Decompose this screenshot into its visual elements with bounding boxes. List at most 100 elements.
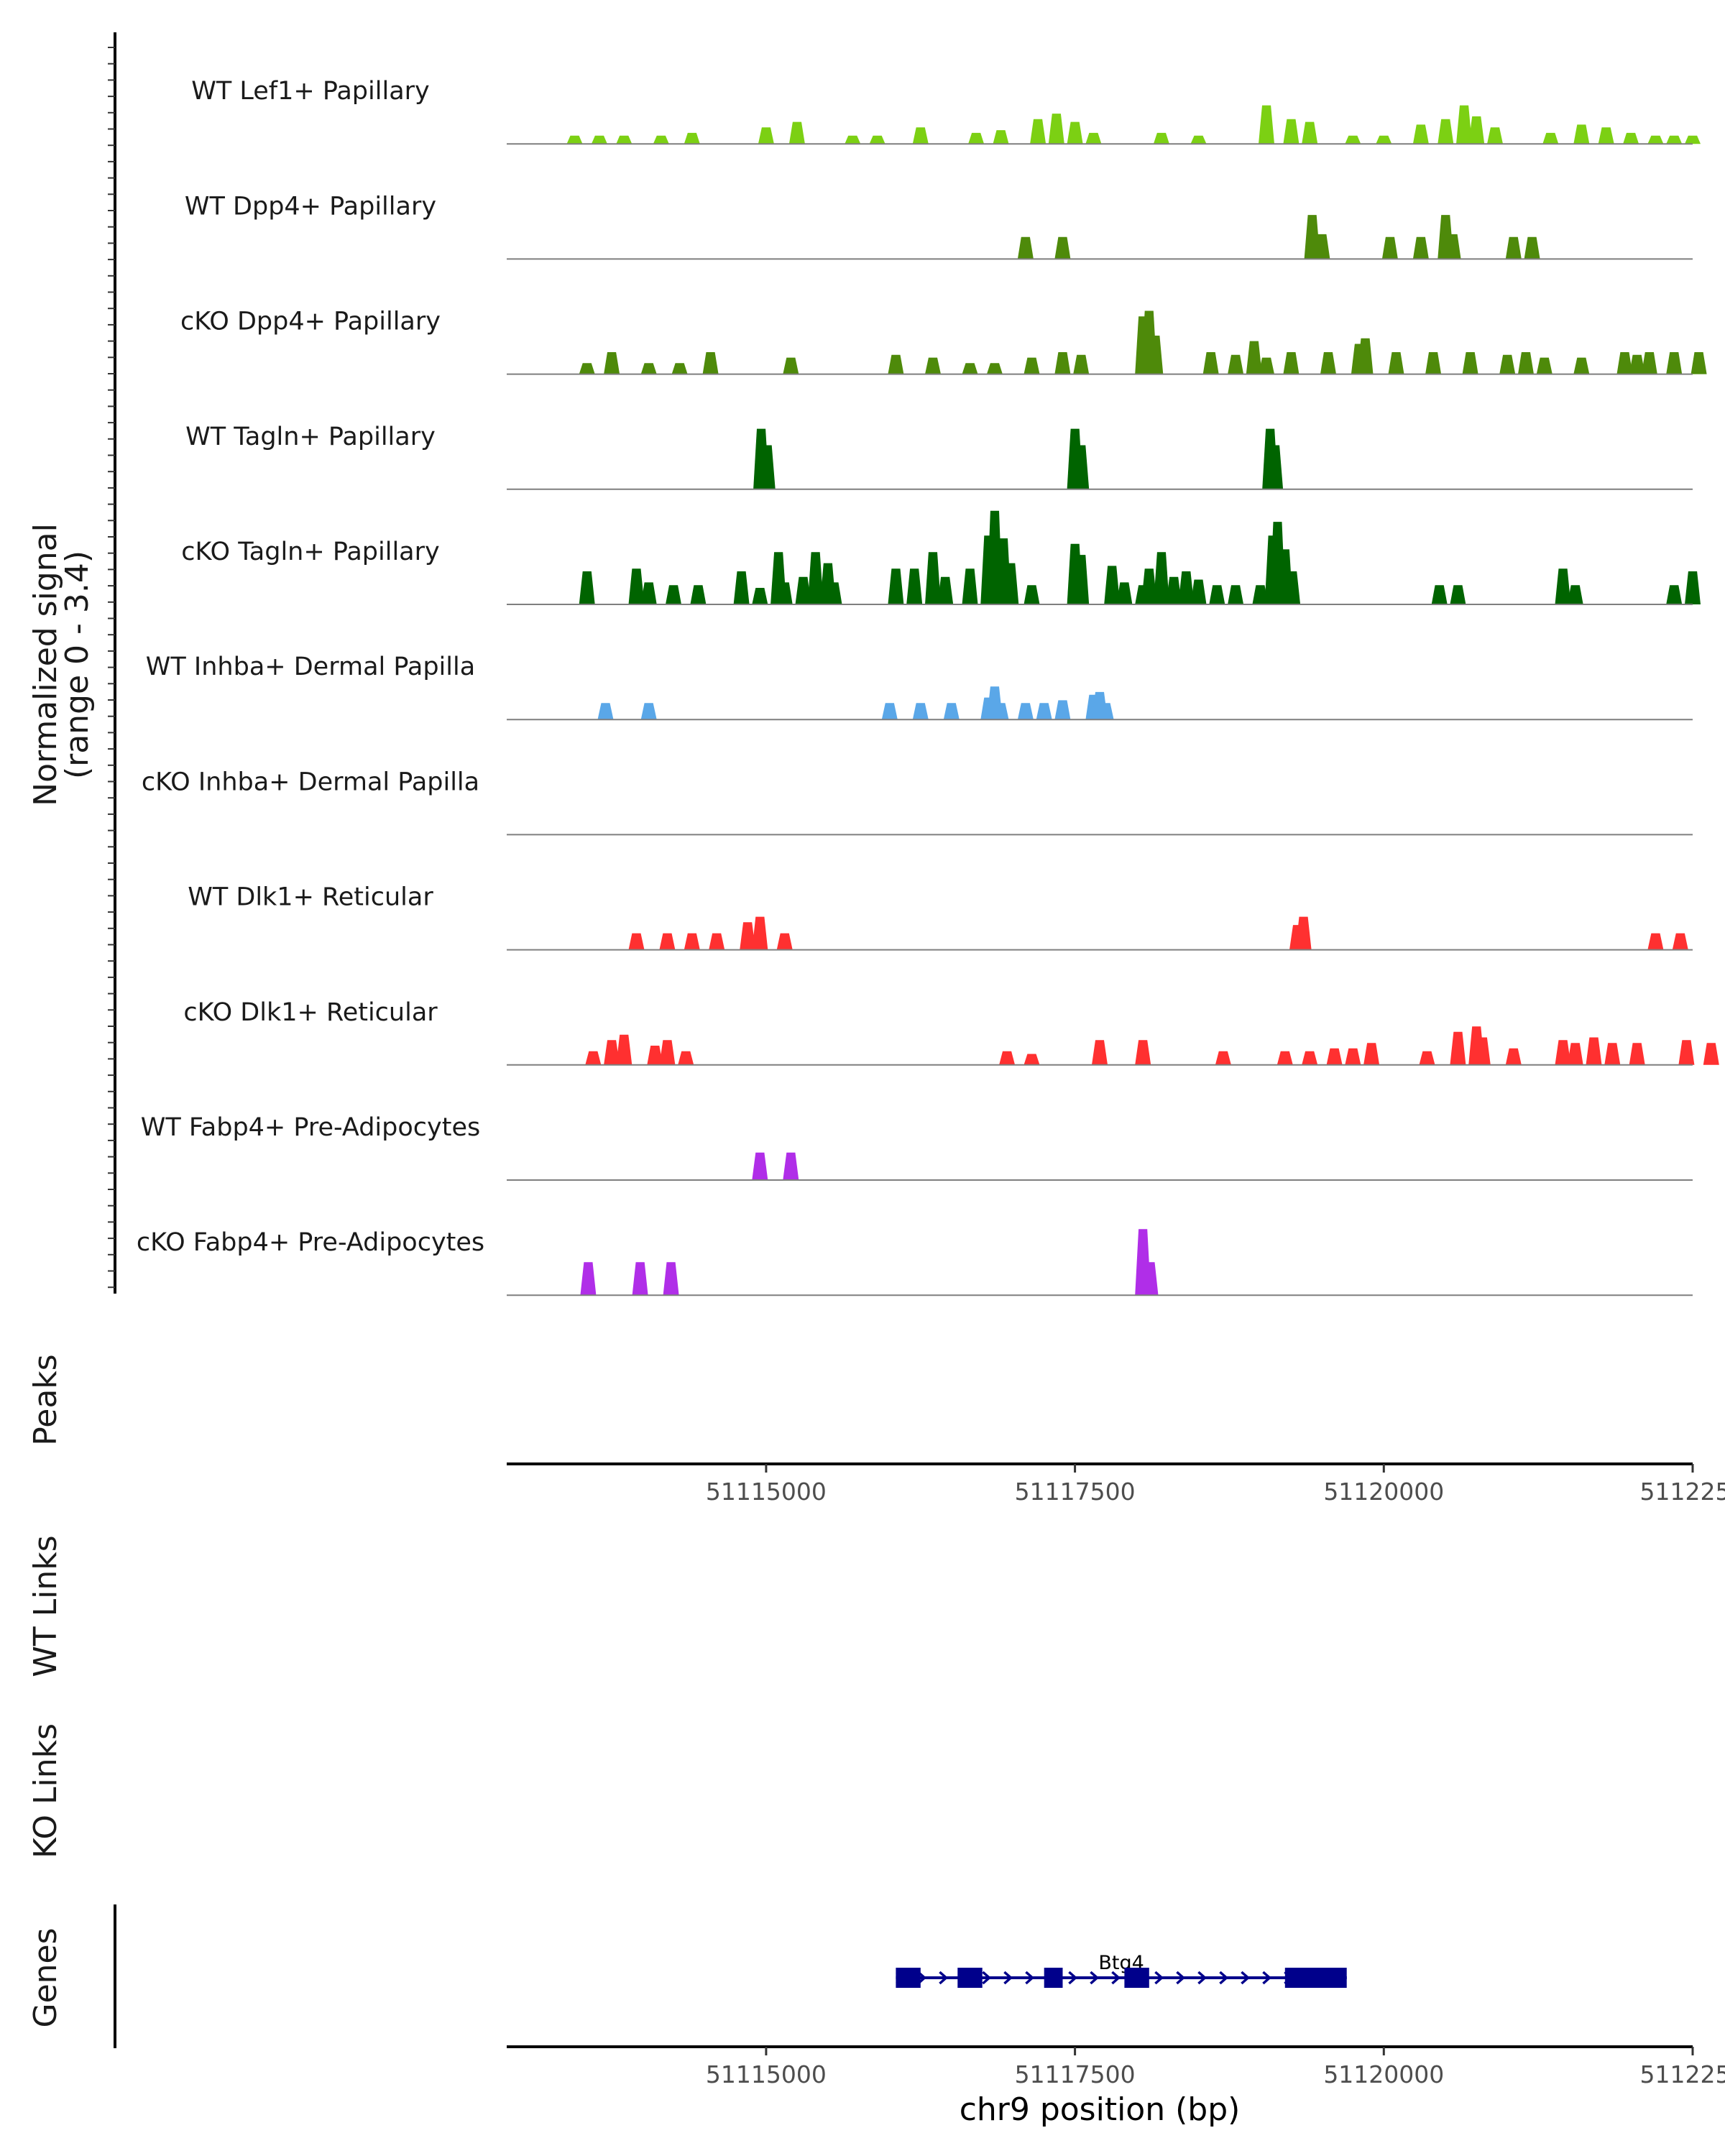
coverage-peak: [1190, 135, 1207, 144]
x-tick-label: 5112250: [1640, 1478, 1725, 1506]
coverage-peak: [616, 135, 632, 144]
x-tick-label: 51120000: [1323, 1478, 1444, 1506]
coverage-peak: [702, 352, 719, 374]
strand-arrow: [1176, 1971, 1186, 1985]
coverage-peak: [912, 703, 929, 720]
coverage-peak: [993, 703, 1009, 720]
coverage-peak: [776, 582, 793, 604]
coverage-peak: [1302, 121, 1318, 144]
coverage-peak: [1104, 566, 1121, 604]
coverage-peak: [1629, 354, 1645, 374]
coverage-peak: [1586, 1037, 1602, 1065]
coverage-peak: [1641, 352, 1657, 374]
coverage-peak: [1505, 1048, 1522, 1065]
coverage-peak: [1542, 132, 1559, 144]
y-axis-label-line1: Normalized signal: [27, 523, 64, 806]
coverage-peak: [881, 703, 898, 720]
coverage-peak: [888, 354, 904, 374]
coverage-peak: [1326, 1048, 1343, 1065]
coverage-peak: [1024, 585, 1040, 604]
coverage-peak: [925, 552, 941, 604]
coverage-peak: [795, 576, 811, 604]
track-0: WT Lef1+ Papillary: [191, 77, 1701, 145]
coverage-peak: [752, 916, 768, 950]
track-8: cKO Dlk1+ Reticular: [183, 998, 1719, 1066]
track-label: WT Tagln+ Papillary: [185, 423, 436, 451]
coverage-peak: [671, 363, 688, 374]
track-label: WT Dpp4+ Papillary: [185, 192, 436, 221]
coverage-peak: [1036, 703, 1052, 720]
coverage-peak: [678, 1051, 694, 1065]
track-2: cKO Dpp4+ Papillary: [180, 308, 1707, 375]
coverage-peak: [1672, 933, 1688, 950]
track-9: WT Fabp4+ Pre-Adipocytes: [141, 1113, 1693, 1181]
coverage-peak: [1067, 121, 1083, 144]
x-tick-label: 5112250: [1640, 2060, 1725, 2088]
coverage-peak: [1135, 1040, 1151, 1065]
coverage-peak: [1666, 352, 1683, 374]
coverage-peak: [1425, 352, 1442, 374]
coverage-peak: [579, 571, 595, 604]
coverage-peak: [1295, 916, 1312, 950]
coverage-peak: [1555, 1040, 1571, 1065]
coverage-peak: [962, 363, 978, 374]
coverage-peak: [1629, 1043, 1645, 1065]
coverage-peak: [1228, 585, 1244, 604]
coverage-peak: [1598, 127, 1614, 144]
x-axis-label: chr9 position (bp): [960, 2091, 1241, 2128]
coverage-peak: [663, 1262, 679, 1296]
coverage-peak: [1116, 582, 1133, 604]
track-label: WT Lef1+ Papillary: [191, 77, 430, 106]
coverage-peak: [1431, 585, 1448, 604]
coverage-peak: [1320, 352, 1336, 374]
track-10: cKO Fabp4+ Pre-Adipocytes: [137, 1228, 1693, 1296]
coverage-peak: [1024, 357, 1040, 374]
coverage-peak: [1302, 1051, 1318, 1065]
coverage-peak: [1462, 352, 1478, 374]
strand-arrow: [982, 1971, 992, 1985]
coverage-peak: [776, 933, 793, 950]
coverage-peak: [1141, 568, 1157, 604]
coverage-peak: [1246, 341, 1262, 374]
strand-arrow: [1090, 1971, 1100, 1985]
coverage-peak: [906, 568, 923, 604]
coverage-peak: [1690, 352, 1707, 374]
strand-arrow: [1003, 1971, 1013, 1985]
coverage-peak: [1017, 703, 1034, 720]
coverage-peak: [1073, 354, 1090, 374]
gene-exon: [957, 1968, 983, 1988]
coverage-peak: [788, 121, 805, 144]
coverage-peak: [1190, 579, 1207, 604]
coverage-peak: [740, 922, 756, 950]
coverage-peak: [1153, 132, 1169, 144]
coverage-peak: [1685, 571, 1701, 604]
coverage-peak: [845, 135, 861, 144]
coverage-peak: [1381, 236, 1398, 259]
coverage-peak: [1284, 571, 1301, 604]
coverage-peak: [1412, 124, 1429, 144]
coverage-peak: [1450, 1031, 1466, 1065]
track-3: WT Tagln+ Papillary: [185, 423, 1693, 490]
coverage-peak: [1178, 571, 1195, 604]
coverage-peak: [1536, 357, 1552, 374]
coverage-peak: [1357, 338, 1374, 374]
coverage-peak: [993, 130, 1009, 144]
track-label: cKO Dlk1+ Reticular: [183, 998, 438, 1027]
coverage-peak: [783, 357, 799, 374]
coverage-peak: [640, 582, 657, 604]
track-label: WT Inhba+ Dermal Papilla: [146, 653, 475, 681]
coverage-peak: [1555, 568, 1571, 604]
x-tick-label: 51120000: [1323, 2060, 1444, 2088]
coverage-peak: [628, 933, 645, 950]
coverage-peak: [640, 363, 657, 374]
coverage-peak: [1147, 336, 1164, 374]
coverage-peak: [1215, 1051, 1231, 1065]
coverage-peak: [1616, 352, 1633, 374]
coverage-peak: [1054, 700, 1071, 720]
coverage-peak: [1647, 135, 1664, 144]
track-4: cKO Tagln+ Papillary: [181, 510, 1701, 605]
track-label: cKO Tagln+ Papillary: [181, 538, 440, 566]
coverage-peak: [640, 703, 657, 720]
coverage-peak: [752, 588, 768, 604]
coverage-peak: [1003, 563, 1019, 604]
